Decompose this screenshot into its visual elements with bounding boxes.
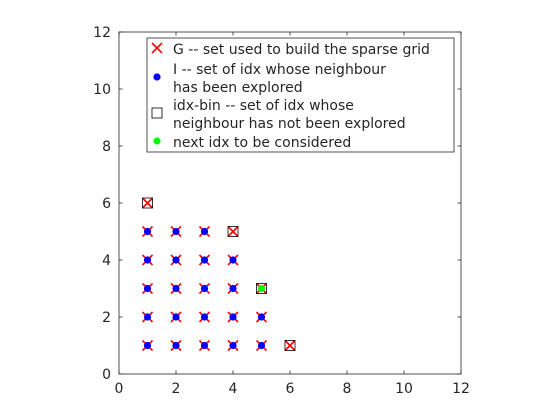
data-point	[257, 341, 266, 350]
legend-entry-3: next idx to be considered	[153, 135, 351, 151]
data-point	[200, 313, 209, 321]
x-tick-label: 8	[343, 381, 352, 397]
data-point	[227, 225, 239, 238]
legend-label: G -- set used to build the sparse grid	[173, 42, 430, 58]
data-point	[200, 341, 209, 350]
data-point	[172, 284, 180, 293]
x-tick-label: 10	[395, 381, 413, 397]
data-point	[143, 284, 152, 293]
data-point	[256, 283, 267, 294]
legend-entry-2: idx-bin -- set of idx whose neighbour ha…	[151, 98, 406, 132]
series-2	[142, 197, 296, 351]
legend-label: neighbour has not been explored	[173, 116, 406, 132]
data-point	[229, 313, 237, 321]
legend-label: idx-bin -- set of idx whose	[173, 98, 354, 114]
data-point	[200, 284, 209, 293]
x-tick-label: 4	[229, 381, 238, 397]
data-point	[172, 341, 180, 350]
legend-entry-1: I -- set of idx whose neighbour has been…	[153, 62, 386, 96]
legend-label: I -- set of idx whose neighbour	[173, 62, 386, 78]
data-point	[172, 313, 180, 321]
legend: G -- set used to build the sparse grid I …	[146, 37, 455, 153]
data-point	[229, 341, 237, 350]
data-point	[229, 256, 237, 264]
y-tick-label: 10	[93, 82, 111, 98]
data-point	[227, 226, 239, 237]
y-tick-label: 2	[102, 310, 111, 326]
data-point	[172, 227, 180, 236]
legend-entry-0: G -- set used to build the sparse grid	[151, 42, 430, 58]
series-1	[143, 227, 266, 350]
series-3	[257, 284, 266, 293]
data-point	[143, 341, 152, 350]
data-point	[141, 197, 154, 209]
legend-label: next idx to be considered	[173, 135, 351, 151]
x-tick-label: 0	[115, 381, 124, 397]
x-tick-label: 2	[172, 381, 181, 397]
data-point	[229, 284, 237, 293]
y-tick-label: 0	[102, 367, 111, 383]
legend-box	[146, 37, 455, 153]
data-point	[284, 340, 296, 351]
y-tick-label: 6	[102, 196, 111, 212]
data-point	[142, 197, 153, 209]
data-point	[257, 284, 266, 293]
x-tick-label: 6	[286, 381, 295, 397]
data-point	[200, 227, 209, 236]
data-point	[257, 313, 266, 321]
legend-marker	[153, 137, 161, 145]
y-tick-label: 4	[102, 253, 111, 269]
y-tick-label: 12	[93, 25, 111, 41]
y-tick-label: 8	[102, 139, 111, 155]
legend-marker	[151, 107, 163, 119]
data-point	[143, 256, 152, 264]
data-point	[284, 339, 296, 352]
legend-marker	[151, 42, 163, 54]
data-point	[172, 256, 180, 264]
x-tick-label: 12	[452, 381, 470, 397]
axes: 0 2 4 6 8 10 12 0 2 4 6 8 10 12	[93, 25, 470, 397]
legend-label: has been explored	[173, 80, 303, 96]
legend-marker	[153, 73, 161, 81]
data-marks	[141, 197, 296, 352]
data-point	[200, 256, 209, 264]
data-point	[143, 227, 152, 236]
data-point	[143, 313, 152, 321]
